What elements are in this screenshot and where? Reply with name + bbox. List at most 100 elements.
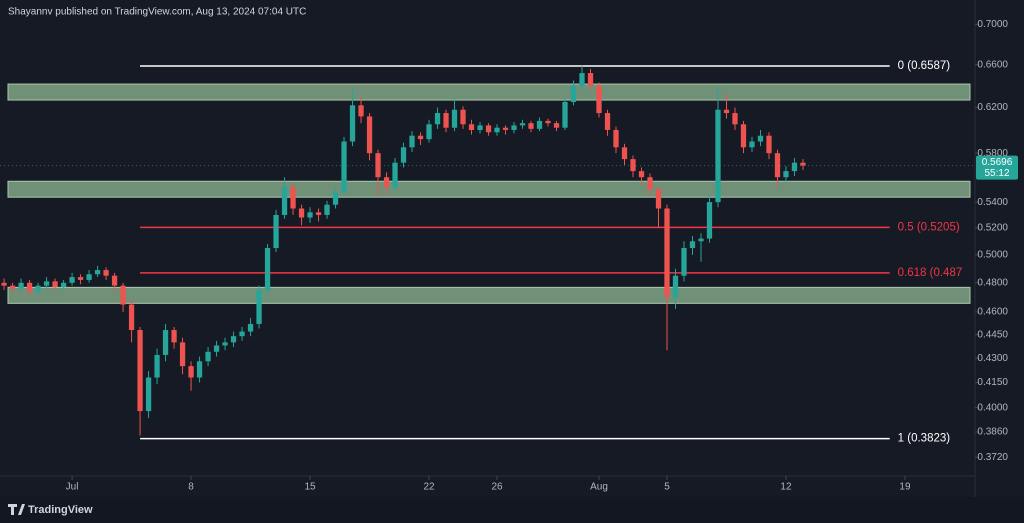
candle-body <box>349 105 356 142</box>
fib-label: 0 (0.6587) <box>898 60 951 72</box>
support-zone <box>7 83 971 101</box>
candle-body <box>443 113 449 128</box>
candle-body <box>485 125 492 133</box>
candle-body <box>774 153 781 178</box>
candle-body <box>111 275 118 286</box>
candle-body <box>596 85 602 114</box>
candle-body <box>672 275 679 298</box>
candle-body <box>52 281 58 288</box>
candle-body <box>239 331 245 337</box>
candle-body <box>502 127 509 130</box>
brand-logo <box>8 504 25 515</box>
footer-bar <box>0 497 1024 523</box>
candle-body <box>689 241 696 249</box>
candle-body <box>145 377 152 412</box>
x-tick-label: 12 <box>780 482 792 493</box>
candle-body <box>630 159 636 172</box>
candle-body <box>664 208 670 298</box>
candle-body <box>247 323 254 332</box>
candle-body <box>264 248 271 290</box>
countdown-label: 55:12 <box>984 168 1009 179</box>
y-tick-label: 0.5200 <box>977 223 1008 234</box>
candle-body <box>800 162 806 166</box>
candle-body <box>613 129 619 148</box>
candle-body <box>749 141 755 148</box>
candle-body <box>392 162 398 188</box>
candle-body <box>715 109 721 203</box>
candle-body <box>791 162 798 172</box>
support-zone <box>7 180 971 198</box>
candle-body <box>511 125 517 130</box>
x-tick-label: 5 <box>664 482 670 493</box>
candle-body <box>43 281 50 286</box>
candle-body <box>137 330 143 412</box>
candle-body <box>1 282 7 286</box>
candle-body <box>621 147 628 160</box>
fib-label: 0.618 (0.487 <box>898 267 963 279</box>
candle-body <box>213 345 220 352</box>
x-tick-label: Jul <box>66 482 79 493</box>
candle-body <box>358 105 364 117</box>
candle-body <box>536 120 543 129</box>
y-tick-label: 0.4300 <box>977 353 1008 364</box>
candle-body <box>179 342 186 367</box>
last-price-box <box>976 155 1018 180</box>
y-tick-label: 0.4000 <box>977 402 1008 413</box>
support-zone <box>7 286 971 304</box>
x-tick-label: 19 <box>899 482 911 493</box>
header-text: Shayannv published on TradingView.com, A… <box>8 7 306 18</box>
candle-body <box>128 304 135 331</box>
candle-body <box>366 116 373 154</box>
candle-body <box>732 113 738 125</box>
candle-body <box>553 123 560 128</box>
y-tick-label: 0.4800 <box>977 277 1008 288</box>
candle-body <box>383 177 390 188</box>
candle-body <box>570 85 577 103</box>
candle-body <box>417 135 424 140</box>
candle-body <box>638 171 645 178</box>
candle-body <box>579 73 585 86</box>
candle-body <box>494 127 500 133</box>
candle-body <box>324 204 330 215</box>
candle-body <box>647 177 653 190</box>
candle-body <box>120 285 126 305</box>
y-tick-label: 0.5000 <box>977 249 1008 260</box>
candle-body <box>230 336 237 343</box>
candle-body <box>315 212 322 215</box>
candle-body <box>400 147 407 163</box>
y-tick-label: 0.5400 <box>977 197 1008 208</box>
candle-body <box>681 248 687 276</box>
candle-body <box>307 212 313 218</box>
candle-body <box>290 187 296 209</box>
candle-body <box>783 171 789 178</box>
y-tick-label: 0.3860 <box>977 427 1008 438</box>
x-tick-label: Aug <box>590 482 608 493</box>
candle-body <box>222 342 228 346</box>
candle-body <box>341 141 347 193</box>
candle-body <box>273 214 279 249</box>
candle-body <box>103 270 109 276</box>
candle-body <box>723 109 730 114</box>
candle-body <box>18 282 24 289</box>
candle-body <box>69 277 75 283</box>
candle-body <box>60 282 67 288</box>
candle-body <box>162 330 169 355</box>
candle-body <box>171 330 177 343</box>
candle-body <box>281 187 288 215</box>
candle-body <box>655 189 662 209</box>
y-tick-label: 0.7000 <box>977 19 1008 30</box>
y-tick-label: 0.5800 <box>977 148 1008 159</box>
x-tick-label: 15 <box>304 482 316 493</box>
candle-body <box>94 270 101 275</box>
candle-body <box>740 124 747 148</box>
candle-body <box>426 124 432 140</box>
candle-body <box>86 274 92 280</box>
x-tick-label: 26 <box>491 482 503 493</box>
candle-body <box>256 289 262 324</box>
x-tick-label: 8 <box>188 482 194 493</box>
candle-body <box>196 361 203 378</box>
candle-body <box>766 135 772 154</box>
candle-body <box>757 135 764 142</box>
